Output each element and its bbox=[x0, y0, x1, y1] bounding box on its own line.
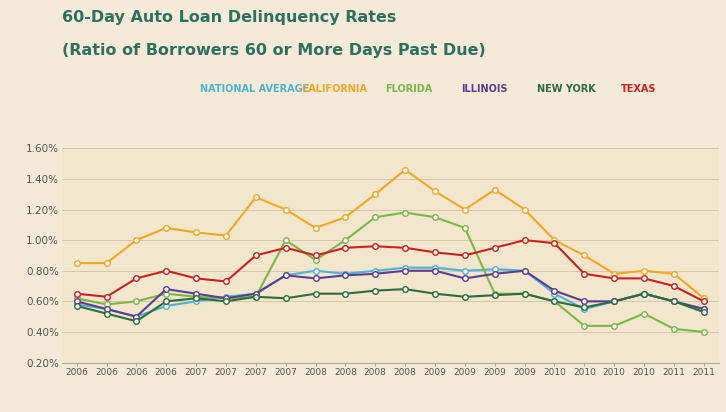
Text: NATIONAL AVERAGE: NATIONAL AVERAGE bbox=[200, 84, 309, 94]
Text: CALIFORNIA: CALIFORNIA bbox=[301, 84, 367, 94]
Text: NEW YORK: NEW YORK bbox=[537, 84, 596, 94]
Text: ILLINOIS: ILLINOIS bbox=[461, 84, 507, 94]
Text: TEXAS: TEXAS bbox=[621, 84, 656, 94]
Text: 60-Day Auto Loan Delinquency Rates: 60-Day Auto Loan Delinquency Rates bbox=[62, 10, 396, 25]
Text: FLORIDA: FLORIDA bbox=[385, 84, 432, 94]
Text: (Ratio of Borrowers 60 or More Days Past Due): (Ratio of Borrowers 60 or More Days Past… bbox=[62, 43, 486, 58]
